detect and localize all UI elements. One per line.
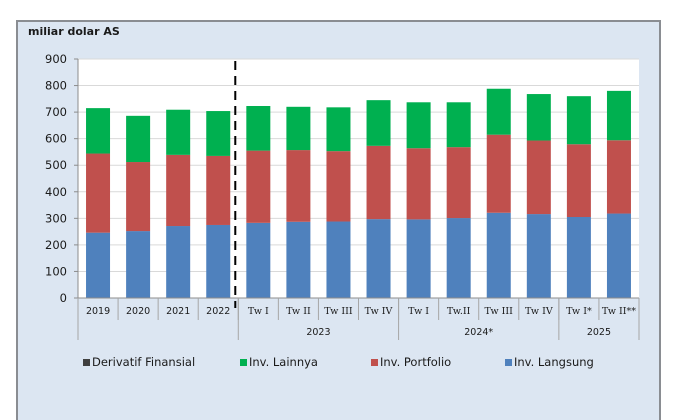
bar-inv-portfolio-6: [326, 151, 351, 222]
y-tick-label: 300: [45, 211, 67, 225]
bar-inv-lainnya-2: [166, 109, 191, 155]
bar-inv-portfolio-13: [606, 140, 631, 214]
y-tick-label: 800: [45, 79, 67, 93]
bar-inv-lainnya-5: [286, 106, 311, 151]
x-tick-label: 2019: [86, 306, 110, 317]
bar-inv-lainnya-9: [446, 102, 471, 148]
bar-inv-lainnya-0: [86, 108, 111, 154]
bar-inv-langsung-5: [286, 221, 311, 298]
x-tick-label: 2022: [206, 306, 230, 317]
bar-inv-lainnya-6: [326, 107, 351, 152]
bar-inv-langsung-2: [166, 226, 191, 298]
legend-label: Derivatif Finansial: [92, 355, 196, 369]
legend-swatch: [371, 358, 378, 366]
x-tick-label: Tw II**: [602, 306, 636, 317]
bar-inv-portfolio-12: [566, 144, 591, 218]
bar-inv-portfolio-7: [366, 145, 391, 220]
bar-inv-lainnya-10: [486, 88, 511, 135]
bar-inv-langsung-13: [606, 213, 631, 298]
legend-item-derivatif-finansial: Derivatif Finansial: [83, 355, 195, 369]
legend-item-inv-langsung: Inv. Langsung: [505, 355, 594, 369]
legend-item-inv-lainnya: Inv. Lainnya: [240, 355, 318, 369]
plot-area: [78, 59, 639, 298]
x-tick-label: Tw I*: [566, 306, 592, 317]
bar-inv-lainnya-7: [366, 100, 391, 146]
bar-inv-portfolio-10: [486, 134, 511, 213]
bar-inv-lainnya-12: [566, 96, 591, 145]
y-tick-label: 500: [45, 158, 67, 172]
x-tick-label: Tw III: [485, 306, 514, 317]
bar-inv-langsung-0: [86, 232, 111, 298]
y-tick-label: 200: [45, 238, 67, 252]
bar-inv-lainnya-11: [526, 94, 551, 141]
bar-inv-lainnya-13: [606, 90, 631, 141]
bar-inv-lainnya-3: [206, 111, 231, 156]
bar-inv-lainnya-1: [126, 115, 151, 163]
bar-inv-portfolio-2: [166, 154, 191, 227]
bar-inv-langsung-9: [446, 218, 471, 298]
legend-swatch: [83, 358, 90, 366]
bars: [86, 88, 631, 298]
x-tick-label: Tw I: [408, 306, 429, 317]
bar-inv-langsung-11: [526, 214, 551, 298]
x-tick-label: Tw II: [286, 306, 311, 317]
legend-label: Inv. Langsung: [514, 355, 594, 369]
bar-inv-langsung-8: [406, 219, 431, 298]
x-group-label: 2025: [587, 327, 611, 338]
legend-swatch: [505, 358, 512, 366]
gridlines: [78, 58, 639, 298]
legend-label: Inv. Portfolio: [380, 355, 452, 369]
bar-inv-portfolio-5: [286, 150, 311, 222]
bar-inv-portfolio-11: [526, 140, 551, 215]
bar-inv-portfolio-0: [86, 153, 111, 233]
bar-inv-langsung-12: [566, 217, 591, 298]
legend-label: Inv. Lainnya: [249, 355, 318, 369]
bar-inv-langsung-3: [206, 224, 231, 298]
y-tick-label: 100: [45, 264, 67, 278]
bar-inv-langsung-10: [486, 212, 511, 298]
x-tick-label: Tw III: [324, 306, 353, 317]
x-group-label: 2024*: [464, 327, 493, 338]
x-tick-label: 2021: [166, 306, 190, 317]
stacked-bar-chart: 0 100 200 300 400 500 600 700 800 900 2019 2020 2021…: [45, 52, 640, 340]
bar-inv-langsung-4: [246, 222, 271, 298]
x-group-label: 2023: [306, 327, 330, 338]
x-tick-label: Tw I: [248, 306, 269, 317]
bar-inv-portfolio-1: [126, 162, 151, 232]
bar-inv-langsung-7: [366, 219, 391, 298]
y-tick-label: 400: [45, 185, 67, 199]
y-tick-label: 0: [60, 291, 67, 305]
bar-inv-portfolio-4: [246, 150, 271, 223]
bar-inv-lainnya-4: [246, 106, 271, 151]
x-tick-label: Tw.II: [447, 306, 471, 317]
y-tick-label: 700: [45, 105, 67, 119]
bar-inv-lainnya-8: [406, 102, 431, 149]
x-tick-label: Tw IV: [525, 306, 553, 317]
axes: 0 100 200 300 400 500 600 700 800 900 2019 2020 2021…: [45, 52, 640, 340]
bar-inv-portfolio-3: [206, 155, 231, 225]
y-tick-label: 900: [45, 52, 67, 66]
legend-swatch: [240, 358, 247, 366]
x-tick-label: Tw IV: [365, 306, 393, 317]
x-tick-label: 2020: [126, 306, 150, 317]
y-tick-label: 600: [45, 132, 67, 146]
bar-inv-langsung-1: [126, 231, 151, 298]
legend-item-inv-portfolio: Inv. Portfolio: [371, 355, 451, 369]
bar-inv-portfolio-8: [406, 148, 431, 220]
bar-inv-langsung-6: [326, 221, 351, 298]
y-axis-unit-label: miliar dolar AS: [28, 25, 120, 38]
bar-inv-portfolio-9: [446, 147, 471, 219]
